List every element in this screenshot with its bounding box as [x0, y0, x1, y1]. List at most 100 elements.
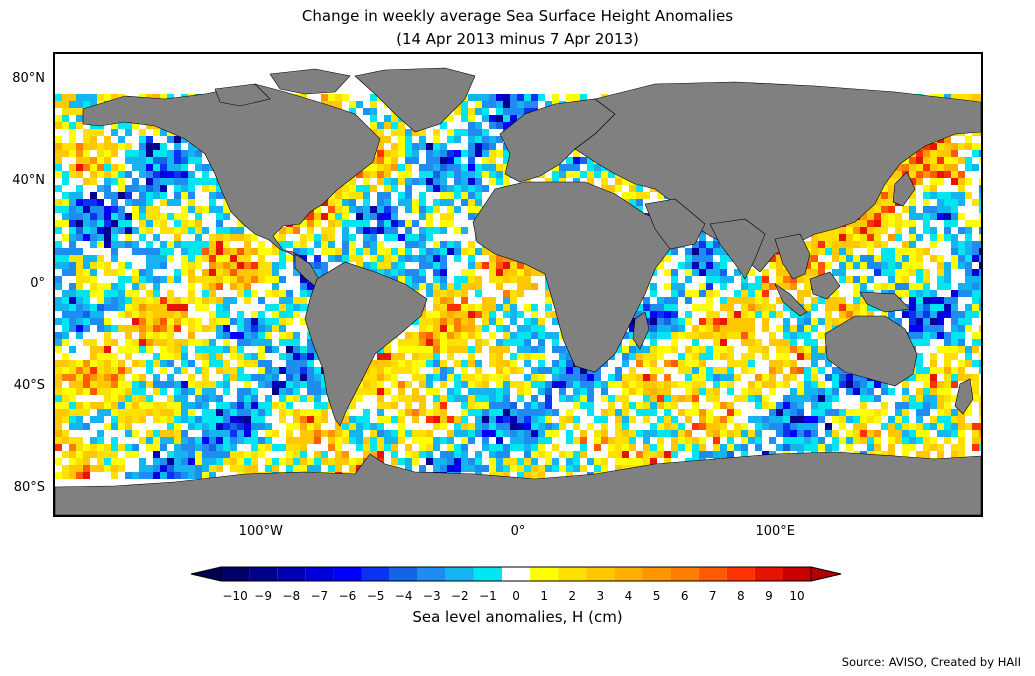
- anomaly-cell: [811, 297, 818, 304]
- anomaly-cell: [454, 430, 461, 437]
- anomaly-cell: [125, 150, 132, 157]
- anomaly-cell: [629, 332, 636, 339]
- anomaly-cell: [622, 374, 629, 381]
- anomaly-cell: [958, 178, 965, 185]
- anomaly-cell: [419, 143, 426, 150]
- anomaly-cell: [55, 199, 62, 206]
- anomaly-cell: [55, 94, 62, 101]
- anomaly-cell: [650, 283, 657, 290]
- anomaly-cell: [510, 101, 517, 108]
- anomaly-cell: [90, 311, 97, 318]
- anomaly-cell: [804, 276, 811, 283]
- anomaly-cell: [685, 255, 692, 262]
- anomaly-cell: [909, 213, 916, 220]
- anomaly-cell: [188, 381, 195, 388]
- anomaly-cell: [55, 381, 62, 388]
- anomaly-cell: [608, 402, 615, 409]
- anomaly-cell: [958, 367, 965, 374]
- anomaly-cell: [419, 311, 426, 318]
- anomaly-cell: [769, 367, 776, 374]
- anomaly-cell: [881, 283, 888, 290]
- anomaly-cell: [300, 234, 307, 241]
- anomaly-cell: [461, 276, 468, 283]
- anomaly-cell: [132, 248, 139, 255]
- anomaly-cell: [90, 136, 97, 143]
- anomaly-cell: [258, 381, 265, 388]
- anomaly-cell: [804, 381, 811, 388]
- anomaly-cell: [62, 430, 69, 437]
- anomaly-cell: [811, 395, 818, 402]
- anomaly-cell: [825, 234, 832, 241]
- anomaly-cell: [902, 402, 909, 409]
- anomaly-cell: [755, 346, 762, 353]
- anomaly-cell: [230, 353, 237, 360]
- anomaly-cell: [349, 192, 356, 199]
- anomaly-cell: [636, 388, 643, 395]
- anomaly-cell: [769, 423, 776, 430]
- anomaly-cell: [433, 290, 440, 297]
- anomaly-cell: [447, 346, 454, 353]
- anomaly-cell: [531, 402, 538, 409]
- anomaly-cell: [83, 178, 90, 185]
- anomaly-cell: [636, 206, 643, 213]
- anomaly-cell: [951, 241, 958, 248]
- anomaly-cell: [538, 367, 545, 374]
- anomaly-cell: [76, 227, 83, 234]
- anomaly-cell: [797, 388, 804, 395]
- anomaly-cell: [531, 430, 538, 437]
- anomaly-cell: [454, 178, 461, 185]
- anomaly-cell: [692, 353, 699, 360]
- anomaly-cell: [468, 178, 475, 185]
- anomaly-cell: [461, 199, 468, 206]
- anomaly-cell: [951, 157, 958, 164]
- anomaly-cell: [90, 269, 97, 276]
- anomaly-cell: [363, 388, 370, 395]
- anomaly-cell: [706, 395, 713, 402]
- anomaly-cell: [377, 255, 384, 262]
- anomaly-cell: [951, 262, 958, 269]
- anomaly-cell: [685, 318, 692, 325]
- anomaly-cell: [685, 262, 692, 269]
- anomaly-cell: [174, 164, 181, 171]
- anomaly-cell: [860, 283, 867, 290]
- anomaly-cell: [118, 416, 125, 423]
- anomaly-cell: [979, 94, 981, 101]
- anomaly-cell: [587, 178, 594, 185]
- anomaly-cell: [447, 192, 454, 199]
- anomaly-cell: [174, 227, 181, 234]
- anomaly-cell: [363, 185, 370, 192]
- anomaly-cell: [209, 185, 216, 192]
- anomaly-cell: [454, 276, 461, 283]
- anomaly-cell: [174, 297, 181, 304]
- anomaly-cell: [300, 437, 307, 444]
- anomaly-cell: [419, 227, 426, 234]
- anomaly-cell: [839, 227, 846, 234]
- anomaly-cell: [258, 311, 265, 318]
- anomaly-cell: [97, 199, 104, 206]
- anomaly-cell: [699, 416, 706, 423]
- anomaly-cell: [503, 402, 510, 409]
- anomaly-cell: [419, 381, 426, 388]
- anomaly-cell: [853, 409, 860, 416]
- anomaly-cell: [916, 332, 923, 339]
- anomaly-cell: [153, 192, 160, 199]
- anomaly-cell: [104, 374, 111, 381]
- anomaly-cell: [671, 325, 678, 332]
- anomaly-cell: [160, 143, 167, 150]
- anomaly-cell: [447, 171, 454, 178]
- anomaly-cell: [797, 297, 804, 304]
- anomaly-cell: [517, 311, 524, 318]
- anomaly-cell: [762, 353, 769, 360]
- anomaly-cell: [251, 409, 258, 416]
- anomaly-cell: [293, 367, 300, 374]
- anomaly-cell: [132, 374, 139, 381]
- anomaly-cell: [202, 255, 209, 262]
- anomaly-cell: [69, 423, 76, 430]
- anomaly-cell: [76, 388, 83, 395]
- anomaly-cell: [804, 388, 811, 395]
- anomaly-cell: [174, 388, 181, 395]
- anomaly-cell: [286, 304, 293, 311]
- anomaly-cell: [307, 388, 314, 395]
- anomaly-cell: [804, 325, 811, 332]
- anomaly-cell: [125, 353, 132, 360]
